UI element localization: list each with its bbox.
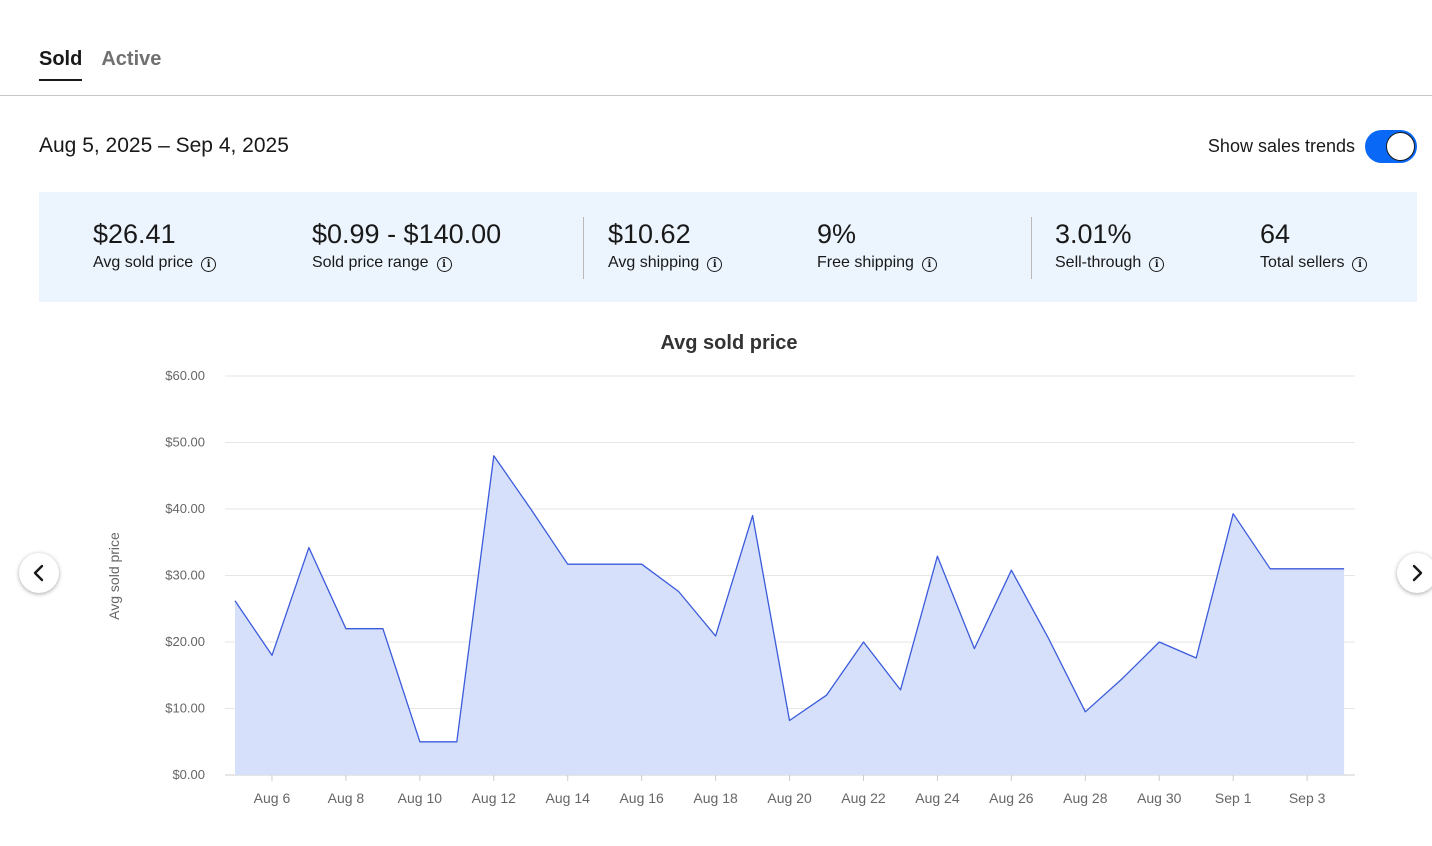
y-tick-label: $50.00 xyxy=(165,435,205,450)
x-tick-label: Aug 22 xyxy=(841,790,886,806)
chart-next-button[interactable] xyxy=(1397,553,1432,593)
x-tick-label: Aug 26 xyxy=(989,790,1034,806)
x-tick-label: Aug 24 xyxy=(915,790,960,806)
data-point-aug-17 xyxy=(676,588,682,594)
x-tick-label: Aug 16 xyxy=(619,790,664,806)
stat-value: $0.99 - $140.00 xyxy=(312,219,502,249)
stat-sold-price-range: $0.99 - $140.00 Sold price range i xyxy=(312,219,501,272)
stat-avg-sold-price: $26.41 Avg sold price i xyxy=(93,219,217,272)
x-tick-label: Aug 10 xyxy=(398,790,443,806)
x-tick-label: Aug 6 xyxy=(254,790,291,806)
data-point-aug-7 xyxy=(306,545,312,551)
stats-divider xyxy=(583,217,584,279)
x-tick-label: Aug 20 xyxy=(767,790,812,806)
data-point-aug-26 xyxy=(1008,567,1014,573)
data-point-aug-15 xyxy=(602,561,608,567)
stat-label: Avg shipping xyxy=(608,253,700,271)
stats-divider xyxy=(1031,217,1032,279)
stat-value: 64 xyxy=(1260,219,1291,249)
switch-knob xyxy=(1386,132,1415,161)
data-point-sep-3 xyxy=(1304,566,1310,572)
data-point-aug-12 xyxy=(491,453,497,459)
y-tick-label: $10.00 xyxy=(165,701,205,716)
x-tick-label: Sep 3 xyxy=(1289,790,1326,806)
sales-trend-label: Show sales trends xyxy=(1207,136,1355,156)
data-point-aug-30 xyxy=(1156,639,1162,645)
x-tick-label: Aug 28 xyxy=(1063,790,1108,806)
data-point-aug-24 xyxy=(934,553,940,559)
data-point-aug-18 xyxy=(713,633,719,639)
info-icon[interactable]: i xyxy=(1352,257,1368,272)
info-icon[interactable]: i xyxy=(436,257,452,272)
x-tick-label: Sep 1 xyxy=(1215,790,1252,806)
data-point-aug-22 xyxy=(860,639,866,645)
series-area xyxy=(235,455,1345,775)
data-point-aug-6 xyxy=(269,652,275,658)
data-point-sep-1 xyxy=(1230,511,1236,517)
stat-value: $26.41 xyxy=(93,219,176,249)
info-icon[interactable]: i xyxy=(1149,257,1165,272)
stat-label: Sold price range xyxy=(312,253,429,271)
data-point-aug-16 xyxy=(639,561,645,567)
chevron-right-icon xyxy=(1412,564,1423,582)
tab-bar: Sold Active xyxy=(39,48,161,81)
stat-total-sellers: 64 Total sellers i xyxy=(1260,219,1368,272)
x-tick-label: Aug 30 xyxy=(1137,790,1182,806)
stat-sell-through: 3.01% Sell-through i xyxy=(1055,219,1165,272)
chart-prev-button[interactable] xyxy=(19,553,59,593)
y-tick-label: $0.00 xyxy=(172,767,205,782)
x-tick-label: Aug 12 xyxy=(472,790,517,806)
stat-avg-shipping: $10.62 Avg shipping i xyxy=(608,219,723,272)
data-point-aug-29 xyxy=(1119,676,1125,682)
stat-value: $10.62 xyxy=(608,219,691,249)
info-icon[interactable]: i xyxy=(921,257,937,272)
x-tick-label: Aug 18 xyxy=(693,790,738,806)
data-point-aug-27 xyxy=(1045,635,1051,641)
stats-panel: $26.41 Avg sold price i $0.99 - $140.00 S… xyxy=(39,192,1417,302)
sales-trend-switch[interactable] xyxy=(1365,130,1417,163)
data-point-aug-9 xyxy=(380,626,386,632)
stat-value: 9% xyxy=(817,219,857,249)
data-point-aug-19 xyxy=(750,513,756,519)
data-point-aug-25 xyxy=(971,646,977,652)
x-tick-label: Aug 8 xyxy=(328,790,365,806)
info-icon[interactable]: i xyxy=(707,257,723,272)
data-point-aug-5 xyxy=(232,598,238,604)
data-point-aug-13 xyxy=(528,506,534,512)
stat-label: Sell-through xyxy=(1055,253,1142,271)
data-point-aug-23 xyxy=(897,687,903,693)
stat-label: Avg sold price xyxy=(93,253,194,271)
y-tick-label: $30.00 xyxy=(165,568,205,583)
stat-label: Total sellers xyxy=(1260,253,1345,271)
data-point-aug-20 xyxy=(787,717,793,723)
tab-sold[interactable]: Sold xyxy=(39,48,83,81)
stat-label: Free shipping xyxy=(817,253,914,271)
stat-free-shipping: 9% Free shipping i xyxy=(817,219,937,272)
data-point-aug-10 xyxy=(417,739,423,745)
date-range: Aug 5, 2025 – Sep 4, 2025 xyxy=(39,134,289,157)
data-point-aug-21 xyxy=(824,692,830,698)
y-tick-label: $20.00 xyxy=(165,634,205,649)
data-point-aug-14 xyxy=(565,561,571,567)
stat-value: 3.01% xyxy=(1055,219,1132,249)
y-tick-label: $60.00 xyxy=(165,368,205,383)
tabs-divider xyxy=(0,95,1432,96)
data-point-aug-11 xyxy=(454,739,460,745)
chevron-left-icon xyxy=(33,564,44,582)
data-point-sep-4 xyxy=(1341,566,1347,572)
sales-trend-toggle: Show sales trends xyxy=(1208,130,1417,163)
data-point-aug-28 xyxy=(1082,709,1088,715)
data-point-aug-31 xyxy=(1193,655,1199,661)
series-line xyxy=(234,455,1345,743)
x-tick-label: Aug 14 xyxy=(546,790,591,806)
info-icon[interactable]: i xyxy=(201,257,217,272)
chart-title: Avg sold price xyxy=(660,332,798,354)
data-point-sep-2 xyxy=(1267,566,1273,572)
y-tick-label: $40.00 xyxy=(165,501,205,516)
tab-active[interactable]: Active xyxy=(101,48,162,70)
data-point-aug-8 xyxy=(343,626,349,632)
